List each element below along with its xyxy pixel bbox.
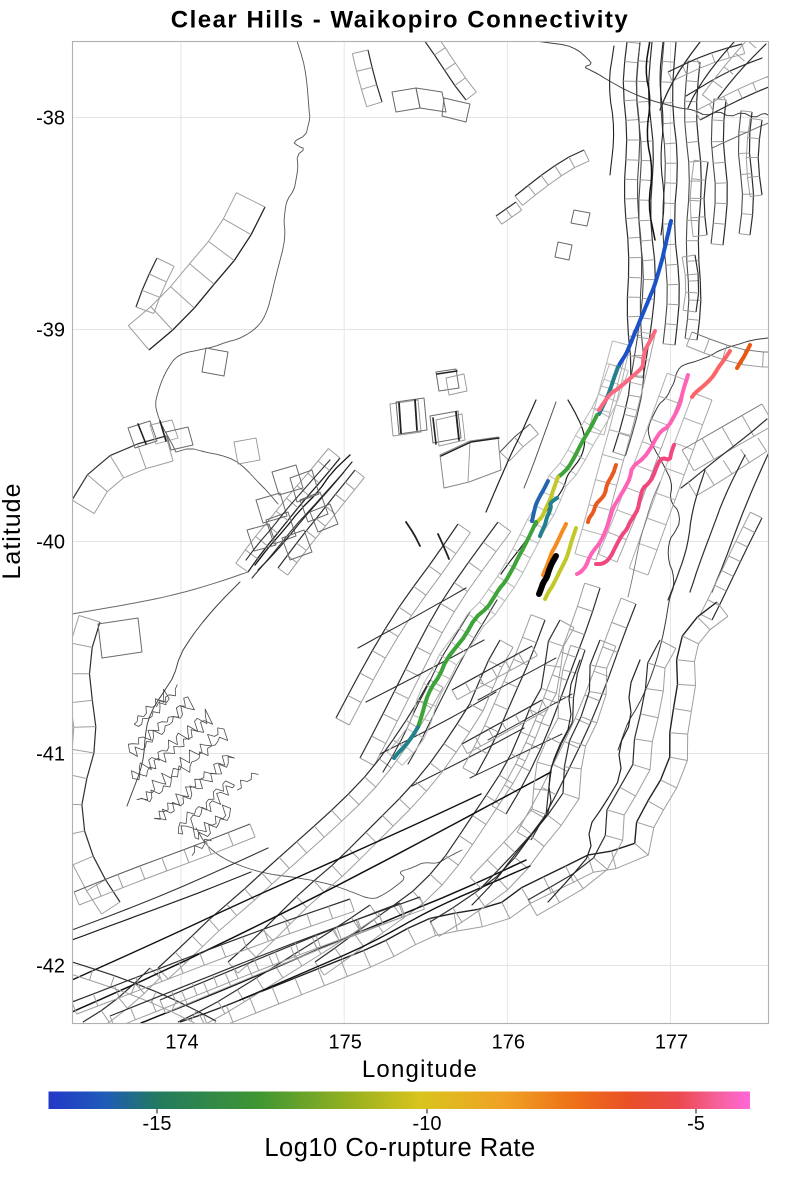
svg-text:175: 175 [329,1032,362,1054]
svg-text:176: 176 [492,1032,525,1054]
svg-text:-5: -5 [687,1113,705,1135]
svg-text:174: 174 [165,1032,198,1054]
svg-text:Log10 Co-rupture Rate: Log10 Co-rupture Rate [264,1134,535,1162]
svg-text:-10: -10 [413,1113,442,1135]
svg-text:177: 177 [655,1032,688,1054]
svg-text:-40: -40 [36,532,65,554]
svg-text:-15: -15 [143,1113,172,1135]
svg-text:-38: -38 [36,108,65,130]
svg-text:-41: -41 [36,744,65,766]
svg-text:Longitude: Longitude [362,1056,478,1083]
svg-text:Clear Hills - Waikopiro Connec: Clear Hills - Waikopiro Connectivity [171,7,630,34]
svg-text:-42: -42 [36,956,65,978]
svg-text:-39: -39 [36,320,65,342]
svg-text:Latitude: Latitude [0,483,26,580]
